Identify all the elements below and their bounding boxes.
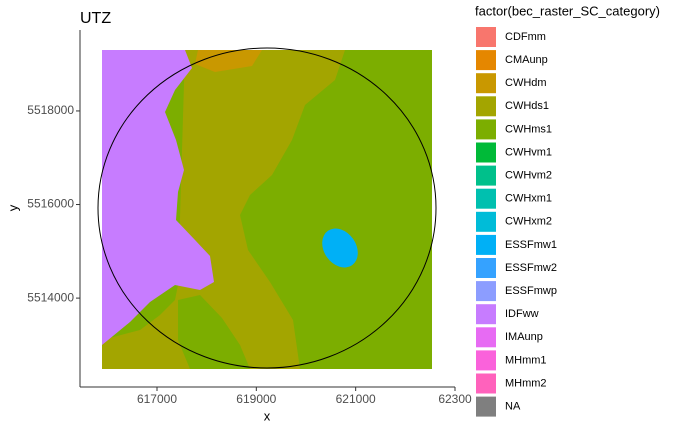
legend-key [476, 304, 496, 325]
legend-label: CWHvm1 [505, 146, 552, 158]
legend-label: CWHvm2 [505, 170, 552, 182]
boundary-circle [97, 47, 437, 369]
legend-key [476, 327, 496, 348]
chart-title: UTZ [80, 10, 111, 27]
legend-label: MHmm1 [505, 354, 547, 366]
legend-key [476, 96, 496, 117]
legend-key [476, 281, 496, 302]
x-axis-title: x [264, 408, 271, 423]
y-tick-label: 5514000 [27, 290, 74, 304]
legend-label: CMAunp [505, 54, 548, 66]
y-axis-title: y [5, 204, 20, 211]
legend-label: ESSFmw1 [505, 239, 557, 251]
legend-key [476, 258, 496, 278]
legend-label: ESSFmwp [505, 285, 557, 297]
legend-key [476, 188, 496, 209]
y-tick-label: 5516000 [27, 197, 74, 211]
legend-key [476, 142, 496, 163]
x-tick-label: 62300 [438, 392, 472, 406]
legend-key [476, 119, 496, 140]
legend-label: CDFmm [505, 31, 546, 43]
legend-label: CWHds1 [505, 100, 549, 112]
legend-label: CWHdm [505, 77, 547, 89]
legend-key [476, 27, 496, 47]
legend-label: IMAunp [505, 331, 543, 343]
legend-key [476, 234, 496, 255]
legend-key [476, 165, 496, 186]
x-tick-label: 619000 [236, 392, 276, 406]
raster-region [102, 50, 345, 369]
raster-region [322, 228, 358, 268]
legend-key [476, 350, 496, 371]
raster-region [178, 295, 250, 369]
legend-key [476, 373, 496, 394]
legend-label: ESSFmw2 [505, 262, 557, 274]
legend-key [476, 211, 496, 232]
legend-label: CWHms1 [505, 123, 552, 135]
legend-label: CWHxm1 [505, 193, 552, 205]
legend-label: MHmm2 [505, 377, 547, 389]
legend-label: NA [505, 401, 521, 413]
legend-key [476, 73, 496, 94]
raster-region [102, 50, 214, 345]
legend-key [476, 50, 496, 71]
legend-label: CWHxm2 [505, 216, 552, 228]
x-tick-label: 621000 [336, 392, 376, 406]
raster-region [195, 50, 262, 72]
legend-title: factor(bec_raster_SC_category) [475, 3, 660, 18]
raster [102, 50, 432, 369]
legend-key [476, 396, 496, 417]
legend-label: IDFww [505, 308, 539, 320]
x-tick-label: 617000 [137, 392, 177, 406]
y-tick-label: 5518000 [27, 103, 74, 117]
